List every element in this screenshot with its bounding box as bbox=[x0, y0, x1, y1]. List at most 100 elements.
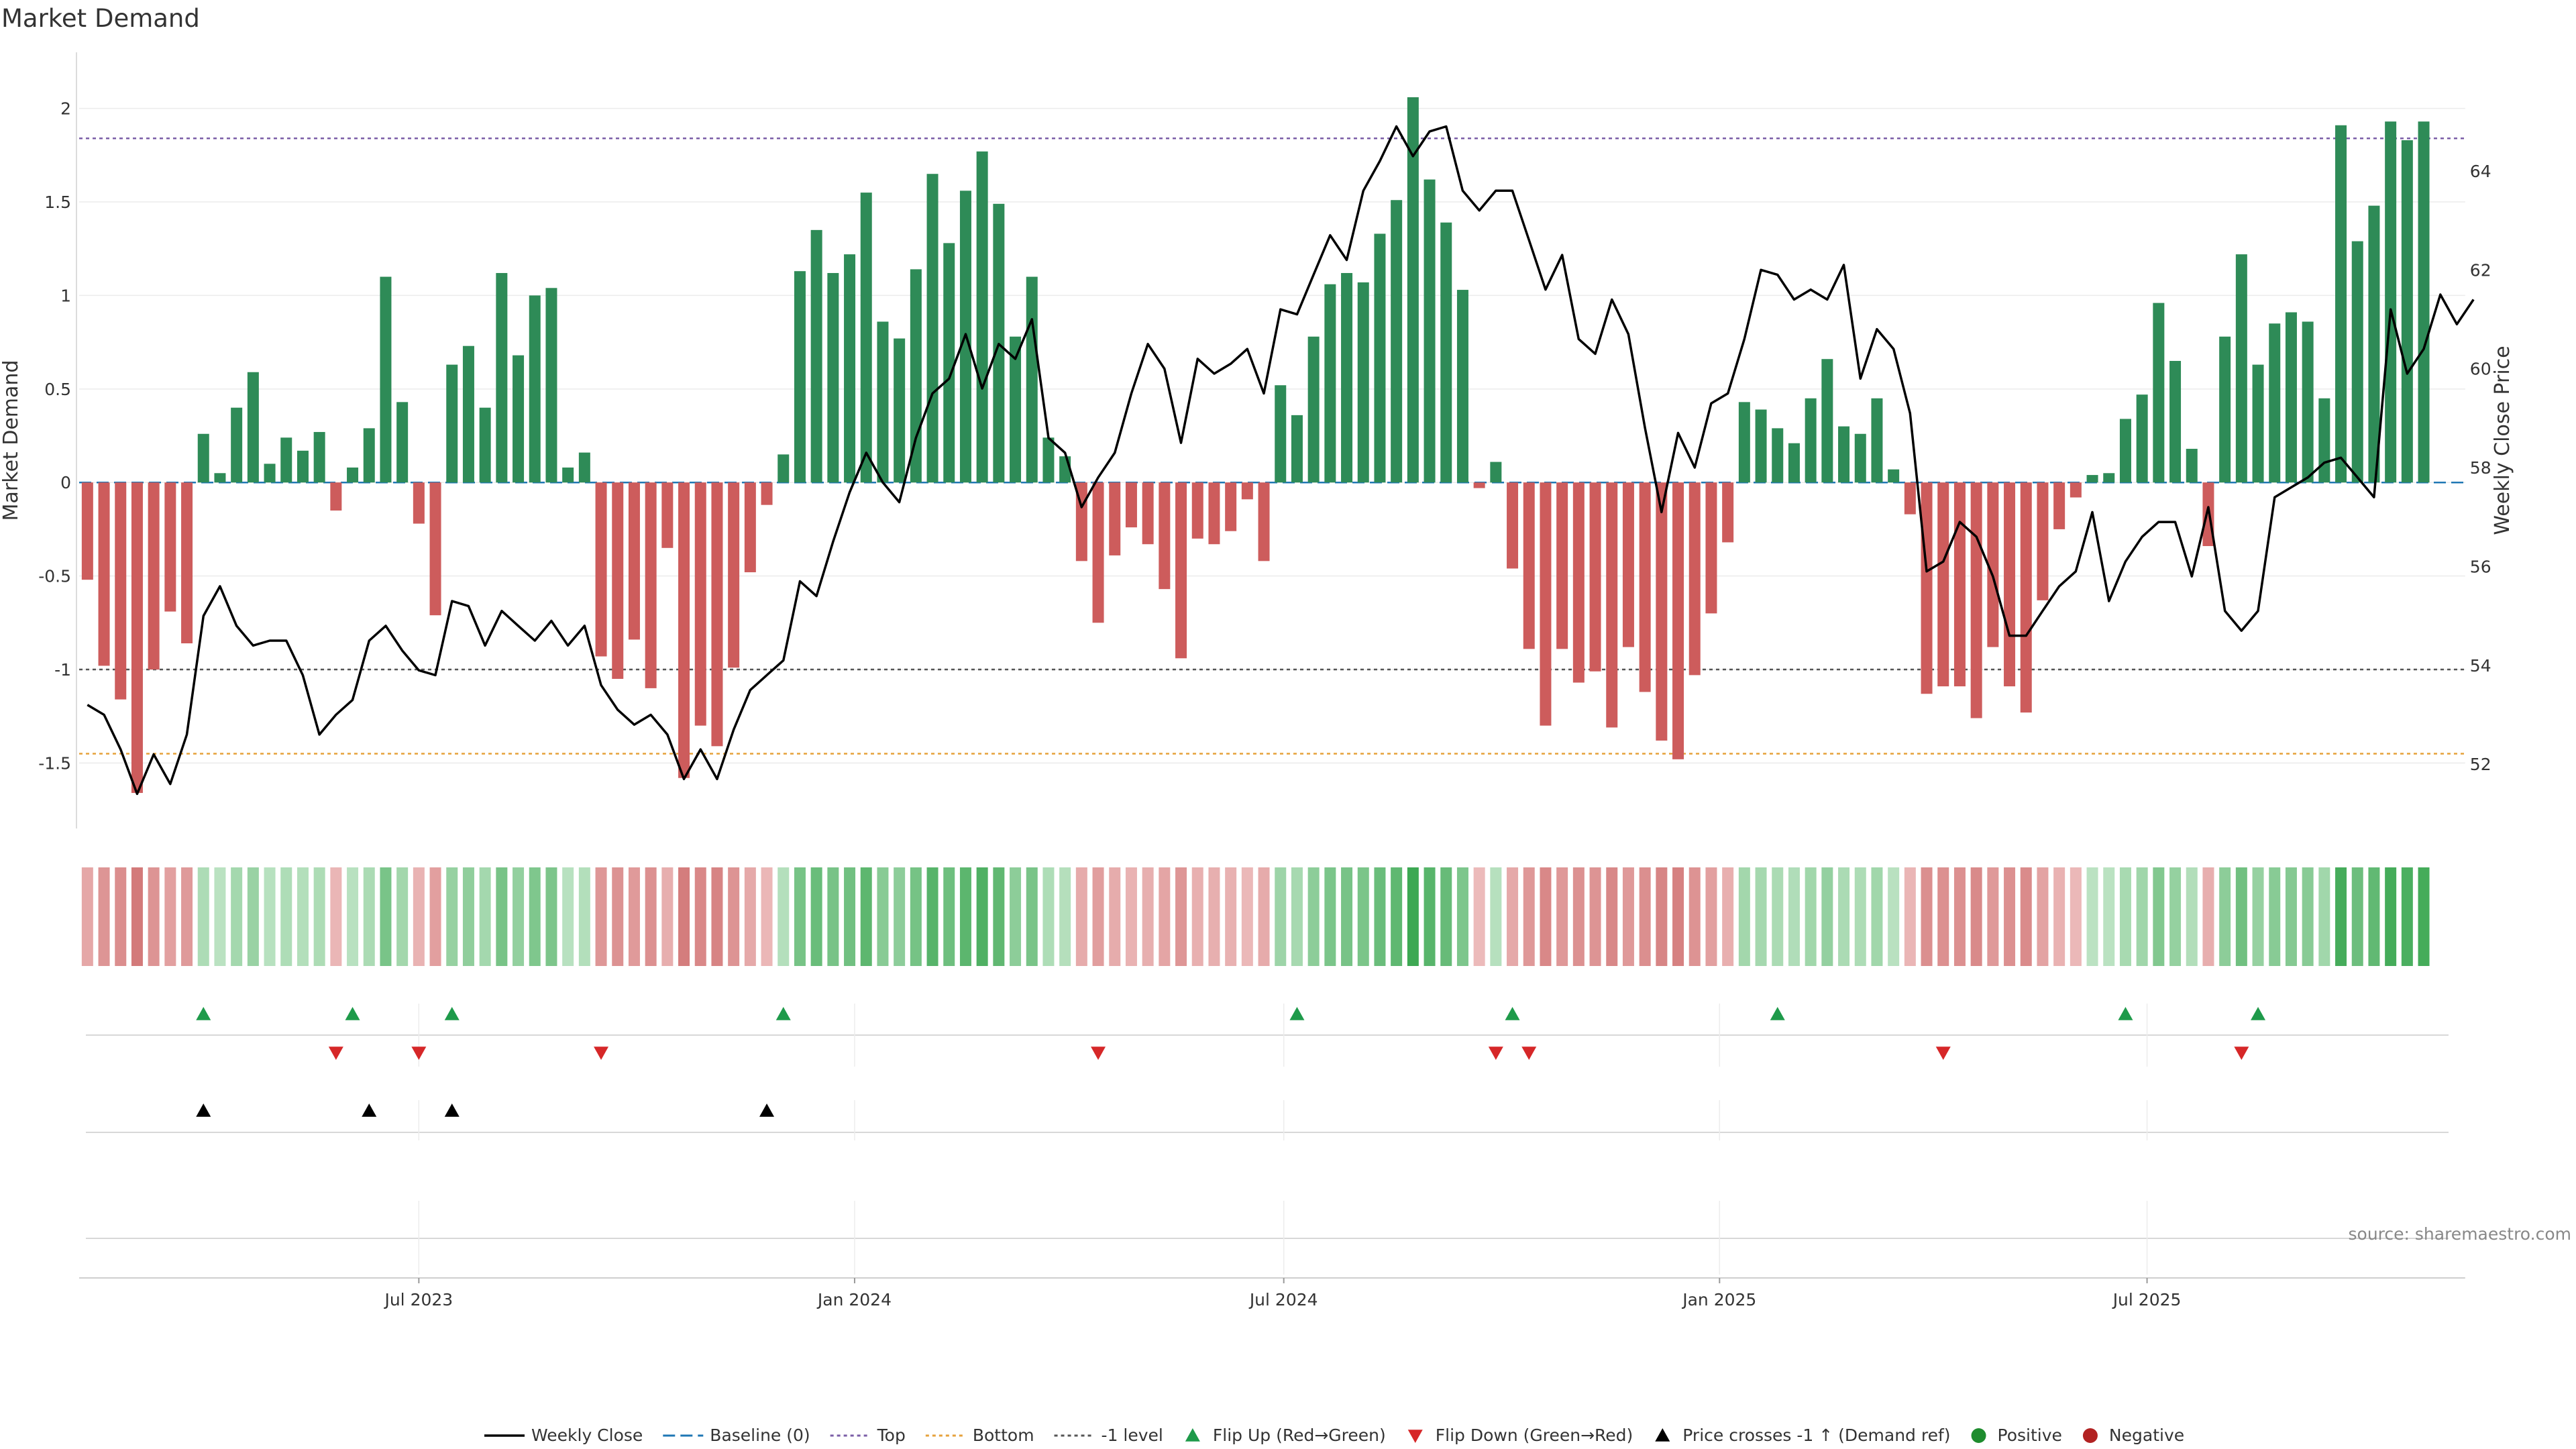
heat-cell bbox=[1391, 867, 1403, 966]
positive-bar bbox=[1888, 469, 1900, 483]
legend-swatch-price-cross bbox=[1655, 1428, 1670, 1442]
negative-bar bbox=[1208, 482, 1220, 545]
source-note: source: sharemaestro.com bbox=[2349, 1224, 2572, 1244]
negative-bar bbox=[1225, 482, 1237, 531]
positive-bar bbox=[513, 355, 525, 483]
heat-cell bbox=[976, 867, 988, 966]
heat-cell bbox=[810, 867, 822, 966]
heat-cell bbox=[1888, 867, 1900, 966]
right-tick-label: 54 bbox=[2470, 656, 2491, 676]
legend: Weekly Close Baseline (0) Top Bottom -1 leve… bbox=[484, 1426, 2184, 1445]
heat-cell bbox=[297, 867, 309, 966]
flip-down-marker bbox=[328, 1046, 343, 1060]
positive-bar bbox=[446, 364, 458, 483]
heat-cell bbox=[2070, 867, 2082, 966]
heat-cell bbox=[2219, 867, 2231, 966]
flip-up-marker bbox=[2251, 1007, 2266, 1020]
positive-bar bbox=[1026, 276, 1038, 483]
legend-label: Bottom bbox=[973, 1426, 1034, 1445]
positive-bar bbox=[1755, 409, 1767, 483]
right-tick-label: 60 bbox=[2470, 360, 2491, 379]
left-tick-label: -1.5 bbox=[38, 753, 71, 773]
heat-cell bbox=[1622, 867, 1634, 966]
heat-cell bbox=[1026, 867, 1038, 966]
legend-swatch-flip-down bbox=[1407, 1430, 1423, 1443]
positive-bar bbox=[844, 254, 856, 483]
heat-cell bbox=[1225, 867, 1237, 966]
heat-cell bbox=[959, 867, 971, 966]
heat-cell bbox=[2153, 867, 2165, 966]
flip-up-marker bbox=[444, 1007, 460, 1020]
positive-bar bbox=[1805, 398, 1817, 483]
positive-bar bbox=[1456, 290, 1468, 483]
negative-bar bbox=[1970, 482, 1982, 718]
heat-cell bbox=[1921, 867, 1933, 966]
positive-bar bbox=[1357, 282, 1369, 483]
flip-up-marker bbox=[775, 1007, 791, 1020]
positive-bar bbox=[529, 295, 541, 483]
negative-bar bbox=[1606, 482, 1618, 728]
flip-up-marker bbox=[1505, 1007, 1520, 1020]
heat-cell bbox=[894, 867, 906, 966]
heat-cell bbox=[1772, 867, 1784, 966]
positive-bar bbox=[1291, 415, 1303, 483]
positive-bar bbox=[2252, 364, 2264, 483]
negative-bar bbox=[1622, 482, 1634, 647]
heat-cell bbox=[628, 867, 640, 966]
heat-cell bbox=[678, 867, 690, 966]
positive-bar bbox=[2153, 303, 2165, 483]
heat-cell bbox=[1821, 867, 1833, 966]
negative-bar bbox=[661, 482, 674, 548]
heat-cell bbox=[1374, 867, 1386, 966]
heat-cell bbox=[2335, 867, 2347, 966]
negative-bar bbox=[728, 482, 740, 668]
positive-bar bbox=[860, 193, 872, 483]
negative-bar bbox=[181, 482, 193, 643]
flip-down-marker bbox=[2234, 1046, 2249, 1060]
heat-cell bbox=[844, 867, 856, 966]
heat-cell bbox=[1540, 867, 1552, 966]
positive-bar bbox=[297, 450, 309, 483]
positive-bar bbox=[1772, 428, 1784, 483]
negative-bar bbox=[1688, 482, 1701, 676]
heat-cell bbox=[877, 867, 889, 966]
legend-swatch-negative bbox=[2082, 1428, 2098, 1443]
heat-cell bbox=[1556, 867, 1568, 966]
heat-cell bbox=[827, 867, 839, 966]
positive-bar bbox=[894, 338, 906, 483]
negative-bar bbox=[1142, 482, 1154, 545]
heat-cell bbox=[81, 867, 93, 966]
legend-label: Flip Down (Green→Red) bbox=[1436, 1426, 1633, 1445]
negative-bar bbox=[413, 482, 425, 524]
flip-down-marker bbox=[411, 1046, 427, 1060]
heat-cell bbox=[1241, 867, 1253, 966]
positive-bar bbox=[2302, 321, 2314, 483]
positive-bar bbox=[943, 243, 955, 483]
heat-cell bbox=[214, 867, 226, 966]
negative-bar bbox=[1953, 482, 1966, 687]
negative-bar bbox=[1722, 482, 1734, 543]
heat-cell bbox=[1175, 867, 1187, 966]
heat-cell bbox=[115, 867, 127, 966]
heat-cell bbox=[413, 867, 425, 966]
negative-bar bbox=[1258, 482, 1270, 561]
left-tick-label: 0.5 bbox=[44, 380, 71, 399]
negative-bar bbox=[1507, 482, 1519, 569]
heat-cell bbox=[1275, 867, 1287, 966]
heat-cell bbox=[661, 867, 674, 966]
positive-bar bbox=[264, 464, 276, 483]
heat-cell bbox=[1291, 867, 1303, 966]
positive-bar bbox=[777, 454, 790, 483]
positive-bar bbox=[1374, 233, 1386, 483]
heat-cell bbox=[1142, 867, 1154, 966]
legend-swatch-flip-up bbox=[1185, 1428, 1200, 1442]
positive-bar bbox=[545, 288, 557, 483]
x-tick-label: Jul 2025 bbox=[2112, 1290, 2182, 1309]
heat-cell bbox=[2169, 867, 2182, 966]
positive-bar bbox=[2136, 394, 2148, 483]
negative-bar bbox=[2020, 482, 2032, 713]
price-line bbox=[87, 125, 2475, 796]
heat-cell bbox=[1109, 867, 1121, 966]
heat-cell bbox=[1440, 867, 1452, 966]
positive-bar bbox=[280, 437, 292, 483]
